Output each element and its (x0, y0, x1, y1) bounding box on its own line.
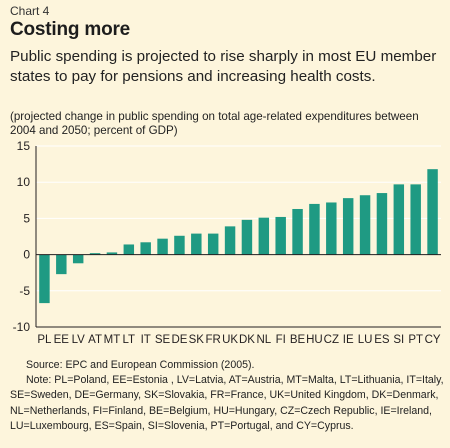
x-tick-label: BE (290, 334, 306, 346)
bar-fi (275, 216, 286, 255)
bar-cy (427, 169, 438, 255)
note-line-2: SE=Sweden, DE=Germany, SK=Slovakia, FR=F… (10, 389, 439, 402)
bar-fr (207, 233, 219, 255)
bar-dk (241, 219, 253, 255)
bar-ee (56, 254, 67, 275)
x-tick-label: UK (222, 334, 238, 346)
y-tick-label: 5 (23, 211, 30, 225)
source-note: Source: EPC and European Commission (200… (26, 359, 255, 371)
note-line-4: LU=Luxembourg, ES=Spain, SI=Slovenia, PT… (10, 419, 354, 432)
x-tick-label: MT (104, 334, 121, 346)
y-axis-label: (projected change in public spending on … (10, 110, 419, 137)
bar-it (140, 242, 151, 255)
y-tick-label: -5 (19, 284, 30, 298)
chart-footer: Source: EPC and European Commission (200… (10, 358, 446, 434)
bar-nl (258, 217, 270, 255)
x-tick-label: FI (276, 334, 286, 346)
chart-subtitle: Public spending is projected to rise sha… (10, 48, 437, 85)
note-line-1: Note: PL=Poland, EE=Estonia , LV=Latvia,… (26, 374, 444, 387)
x-tick-label: NL (256, 334, 271, 346)
x-tick-label: IT (141, 334, 151, 346)
bar-be (292, 208, 303, 255)
x-tick-label: SK (189, 334, 205, 346)
x-tick-label: SE (155, 334, 171, 346)
y-tick-label: -10 (13, 320, 31, 334)
bar-lu (359, 195, 371, 255)
y-tick-label: 0 (23, 248, 30, 262)
chart-title: Costing more (10, 19, 131, 40)
bar-at (89, 253, 101, 255)
chart-number-label: Chart 4 (10, 4, 50, 18)
bar-lv (72, 254, 84, 264)
x-tick-label: FR (206, 334, 221, 346)
x-tick-label: LV (72, 334, 86, 346)
y-tick-label: 10 (17, 175, 31, 189)
x-tick-label: PT (408, 334, 423, 346)
x-tick-label: IE (343, 334, 354, 346)
bar-cz (326, 202, 337, 255)
x-tick-label: DK (239, 334, 255, 346)
x-tick-label: LU (358, 334, 373, 346)
bar-mt (106, 252, 118, 255)
x-tick-label: DE (171, 334, 187, 346)
bar-pt (410, 184, 421, 255)
bar-si (393, 184, 405, 255)
bar-de (174, 235, 185, 255)
bar-se (157, 238, 168, 255)
x-tick-label: PL (37, 334, 52, 346)
bar-ie (342, 198, 354, 255)
x-tick-label: EE (54, 334, 70, 346)
bar-pl (39, 254, 50, 304)
x-tick-label: AT (88, 334, 102, 346)
x-tick-label: HU (306, 334, 323, 346)
bar-es (376, 193, 388, 255)
x-tick-label: ES (374, 334, 390, 346)
note-line-3: NL=Netherlands, FI=Finland, BE=Belgium, … (10, 404, 432, 417)
bar-lt (123, 244, 135, 255)
bar-sk (191, 233, 202, 255)
x-tick-label: CZ (324, 334, 339, 346)
y-tick-label: 15 (17, 139, 31, 153)
bar-uk (224, 226, 236, 255)
x-tick-label: SI (393, 334, 404, 346)
x-tick-label: LT (123, 334, 136, 346)
bar-hu (309, 203, 320, 255)
x-tick-label: CY (425, 334, 441, 346)
